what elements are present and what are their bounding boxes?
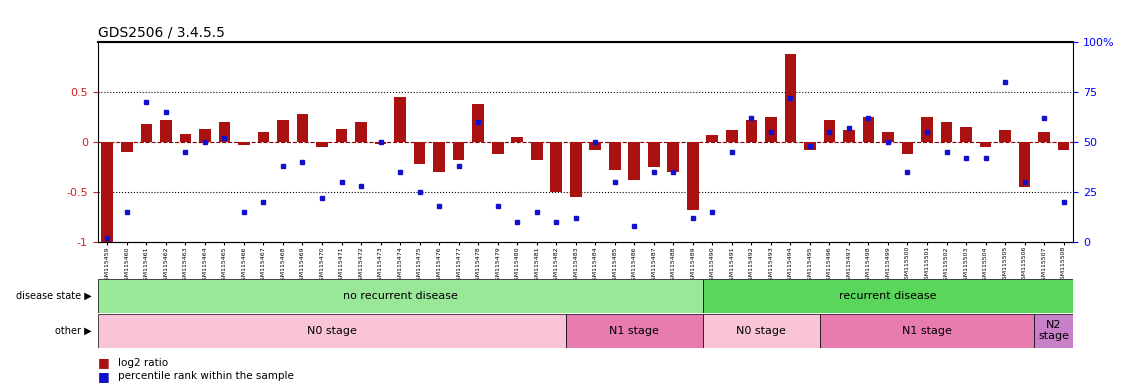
Bar [843,130,855,142]
Bar [394,97,406,142]
Text: N2
stage: N2 stage [1038,320,1070,341]
Bar [101,142,114,242]
Bar [589,142,602,150]
Bar [703,279,1073,313]
Bar [1038,132,1050,142]
Bar [726,130,738,142]
Bar [374,142,387,144]
Bar [823,120,836,142]
Bar [491,142,504,154]
Bar [569,142,582,197]
Bar [238,142,250,145]
Bar [140,124,153,142]
Bar [296,114,309,142]
Bar [530,142,543,160]
Text: ■: ■ [98,356,109,369]
Bar [511,137,523,142]
Bar [160,120,172,142]
Bar [960,127,972,142]
Bar [452,142,465,160]
Bar [550,142,563,192]
Bar [98,314,566,348]
Bar [1057,142,1070,150]
Bar [882,132,894,142]
Bar [628,142,641,180]
Text: ■: ■ [98,370,109,383]
Text: percentile rank within the sample: percentile rank within the sample [118,371,294,381]
Bar [804,142,816,150]
Bar [566,314,703,348]
Text: N1 stage: N1 stage [610,326,659,336]
Text: disease state ▶: disease state ▶ [16,291,92,301]
Bar [472,104,484,142]
Bar [98,279,703,313]
Bar [820,314,1034,348]
Text: GDS2506 / 3.4.5.5: GDS2506 / 3.4.5.5 [98,26,225,40]
Bar [257,132,270,142]
Bar [277,120,289,142]
Bar [1018,142,1031,187]
Bar [687,142,699,210]
Bar [647,142,660,167]
Bar [199,129,211,142]
Bar [999,130,1011,142]
Bar [1034,314,1073,348]
Text: N0 stage: N0 stage [736,326,786,336]
Bar [901,142,914,154]
Bar [765,117,777,142]
Bar [706,135,719,142]
Bar [413,142,426,164]
Bar [316,142,328,147]
Text: no recurrent disease: no recurrent disease [342,291,458,301]
Text: N0 stage: N0 stage [307,326,357,336]
Bar [979,142,992,147]
Bar [921,117,933,142]
Bar [940,122,953,142]
Text: other ▶: other ▶ [55,326,92,336]
Bar [121,142,133,152]
Bar [862,117,875,142]
Bar [784,54,797,142]
Bar [667,142,680,172]
Bar [745,120,758,142]
Bar [608,142,621,170]
Text: N1 stage: N1 stage [902,326,952,336]
Text: log2 ratio: log2 ratio [118,358,169,368]
Text: recurrent disease: recurrent disease [839,291,937,301]
Bar [433,142,445,172]
Bar [179,134,192,142]
Bar [703,314,820,348]
Bar [218,122,231,142]
Bar [355,122,367,142]
Bar [335,129,348,142]
